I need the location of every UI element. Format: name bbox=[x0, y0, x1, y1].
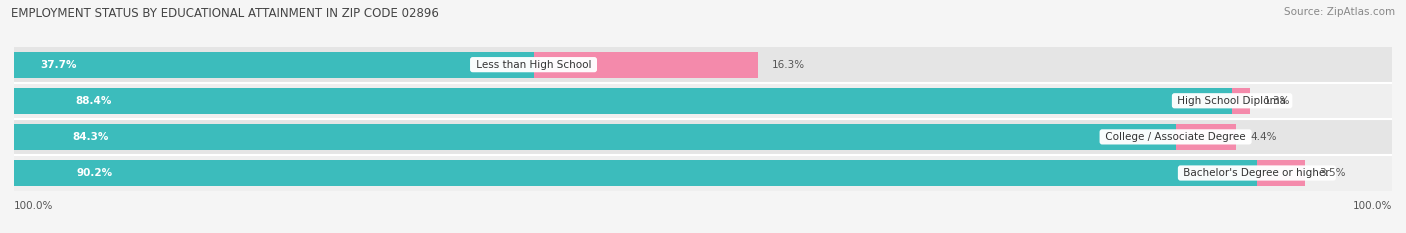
Text: Less than High School: Less than High School bbox=[472, 60, 595, 70]
Text: Source: ZipAtlas.com: Source: ZipAtlas.com bbox=[1284, 7, 1395, 17]
Text: Bachelor's Degree or higher: Bachelor's Degree or higher bbox=[1181, 168, 1333, 178]
Text: 84.3%: 84.3% bbox=[72, 132, 108, 142]
Bar bbox=[14, 160, 1257, 186]
Bar bbox=[14, 47, 1392, 83]
Bar bbox=[14, 124, 1175, 150]
Text: 88.4%: 88.4% bbox=[75, 96, 111, 106]
Bar bbox=[14, 88, 1232, 114]
Bar bbox=[533, 52, 758, 78]
Text: 3.5%: 3.5% bbox=[1319, 168, 1346, 178]
Text: 100.0%: 100.0% bbox=[1353, 201, 1392, 211]
Text: EMPLOYMENT STATUS BY EDUCATIONAL ATTAINMENT IN ZIP CODE 02896: EMPLOYMENT STATUS BY EDUCATIONAL ATTAINM… bbox=[11, 7, 439, 20]
Bar bbox=[1175, 124, 1236, 150]
Text: 37.7%: 37.7% bbox=[39, 60, 76, 70]
Text: 100.0%: 100.0% bbox=[14, 201, 53, 211]
Text: 16.3%: 16.3% bbox=[772, 60, 806, 70]
Bar bbox=[14, 119, 1392, 155]
Text: 4.4%: 4.4% bbox=[1250, 132, 1277, 142]
Bar bbox=[14, 52, 533, 78]
Bar bbox=[14, 155, 1392, 191]
Bar bbox=[1232, 88, 1250, 114]
Text: High School Diploma: High School Diploma bbox=[1174, 96, 1289, 106]
Text: 90.2%: 90.2% bbox=[76, 168, 112, 178]
Bar bbox=[14, 83, 1392, 119]
Bar bbox=[1257, 160, 1305, 186]
Text: College / Associate Degree: College / Associate Degree bbox=[1102, 132, 1249, 142]
Text: 1.3%: 1.3% bbox=[1264, 96, 1291, 106]
